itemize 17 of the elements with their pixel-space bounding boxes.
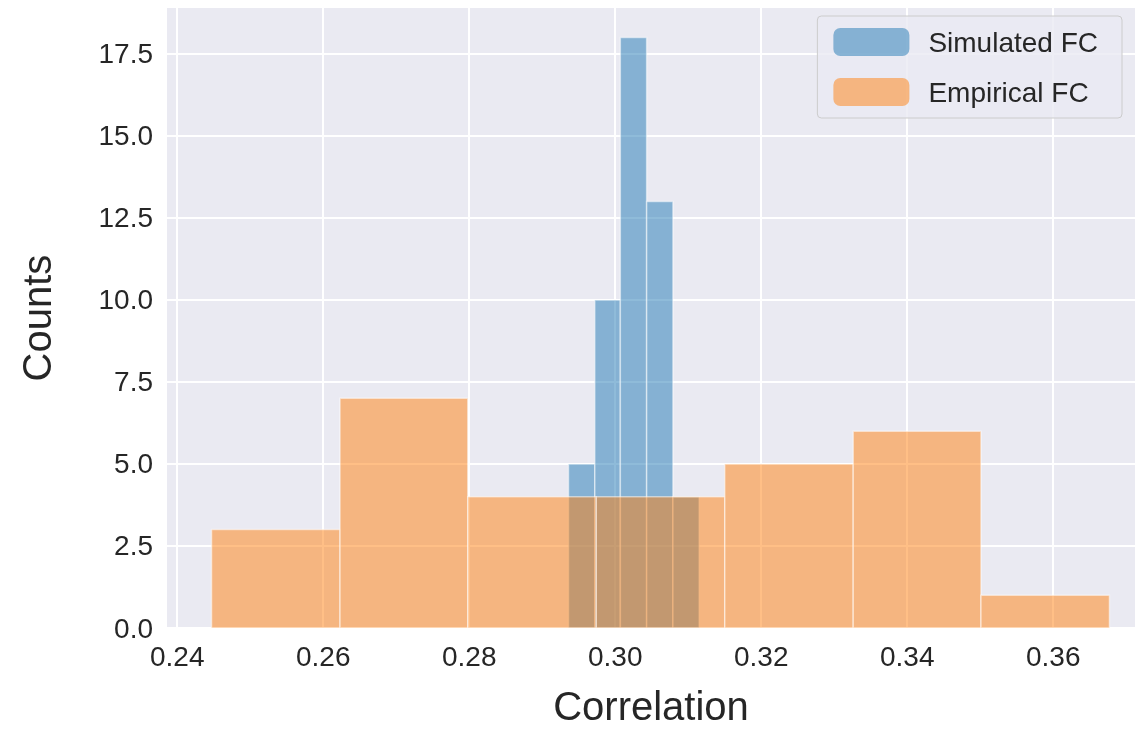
x-tick-label: 0.28 bbox=[441, 640, 497, 672]
y-tick-label: 17.5 bbox=[98, 38, 153, 70]
x-tick-label: 0.32 bbox=[733, 640, 789, 672]
y-tick-label: 12.5 bbox=[98, 202, 153, 234]
legend-label: Empirical FC bbox=[928, 76, 1089, 108]
y-tick-label: 7.5 bbox=[114, 366, 153, 398]
x-tick-label: 0.36 bbox=[1025, 640, 1081, 672]
y-tick-label: 10.0 bbox=[98, 284, 153, 316]
y-tick-label: 15.0 bbox=[98, 120, 153, 152]
x-tick-label: 0.30 bbox=[587, 640, 643, 672]
y-tick-label: 2.5 bbox=[114, 530, 153, 562]
x-axis-title: Correlation bbox=[553, 684, 749, 728]
y-axis-title: Counts bbox=[15, 254, 59, 382]
x-tick-label: 0.34 bbox=[879, 640, 935, 672]
legend-label: Simulated FC bbox=[928, 26, 1099, 58]
x-tick-label: 0.26 bbox=[295, 640, 351, 672]
y-tick-label: 5.0 bbox=[114, 448, 153, 480]
